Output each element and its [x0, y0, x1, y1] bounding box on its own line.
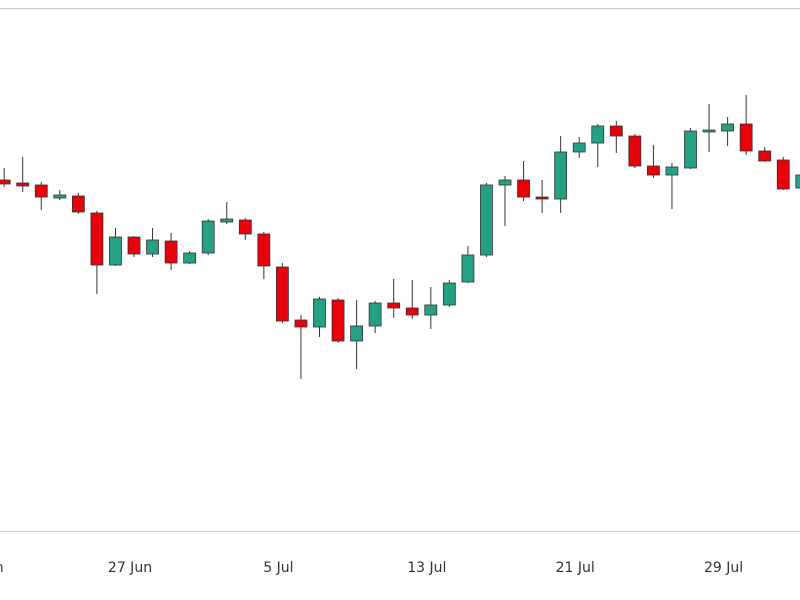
- candle-body: [146, 239, 159, 255]
- candle-body: [739, 123, 753, 152]
- candle-body: [442, 282, 456, 306]
- candle-body: [591, 125, 605, 144]
- candle-body: [776, 159, 790, 190]
- candle-body: [684, 130, 697, 169]
- x-tick-label: 21 Jul: [556, 560, 595, 576]
- candle-body: [294, 319, 308, 328]
- candle-body: [498, 179, 512, 186]
- candle-body: [238, 219, 252, 235]
- candle-body: [164, 240, 178, 264]
- candle-body: [554, 151, 568, 200]
- candle-body: [387, 302, 401, 309]
- candle-body: [220, 218, 234, 223]
- candle-body: [53, 194, 67, 199]
- x-tick-label: 29 Jul: [704, 560, 743, 576]
- candle-body: [535, 196, 549, 200]
- candle-body: [109, 236, 122, 266]
- candle-body: [275, 266, 289, 322]
- candle-body: [183, 252, 197, 264]
- candle-body: [480, 184, 493, 256]
- x-tick-label: 19 Jun: [0, 560, 4, 576]
- candle-body: [201, 220, 215, 254]
- candle-body: [721, 123, 734, 132]
- candle-body: [702, 129, 716, 133]
- candle-body: [795, 174, 800, 189]
- candle-body: [350, 325, 364, 342]
- candle-body: [313, 298, 326, 328]
- candle-body: [34, 184, 48, 198]
- candle-body: [90, 212, 104, 266]
- x-tick-label: 5 Jul: [263, 560, 293, 576]
- candle-body: [424, 304, 438, 316]
- candle-body: [628, 135, 642, 167]
- candle-body: [461, 254, 475, 283]
- candle-body: [331, 299, 345, 342]
- x-tick-label: 27 Jun: [108, 560, 152, 576]
- candle-body: [16, 182, 30, 187]
- candle-body: [665, 166, 679, 176]
- candle-body: [609, 125, 623, 137]
- candle-body: [572, 142, 586, 153]
- candle-body: [405, 307, 419, 316]
- candle-body: [368, 302, 382, 327]
- candle-body: [517, 179, 530, 198]
- candle-body: [647, 165, 660, 176]
- candle-body: [758, 150, 772, 162]
- candle-body: [0, 179, 11, 185]
- candle-body: [127, 236, 141, 255]
- candle-body: [257, 233, 271, 267]
- candle-body: [71, 195, 85, 213]
- x-tick-label: 13 Jul: [407, 560, 446, 576]
